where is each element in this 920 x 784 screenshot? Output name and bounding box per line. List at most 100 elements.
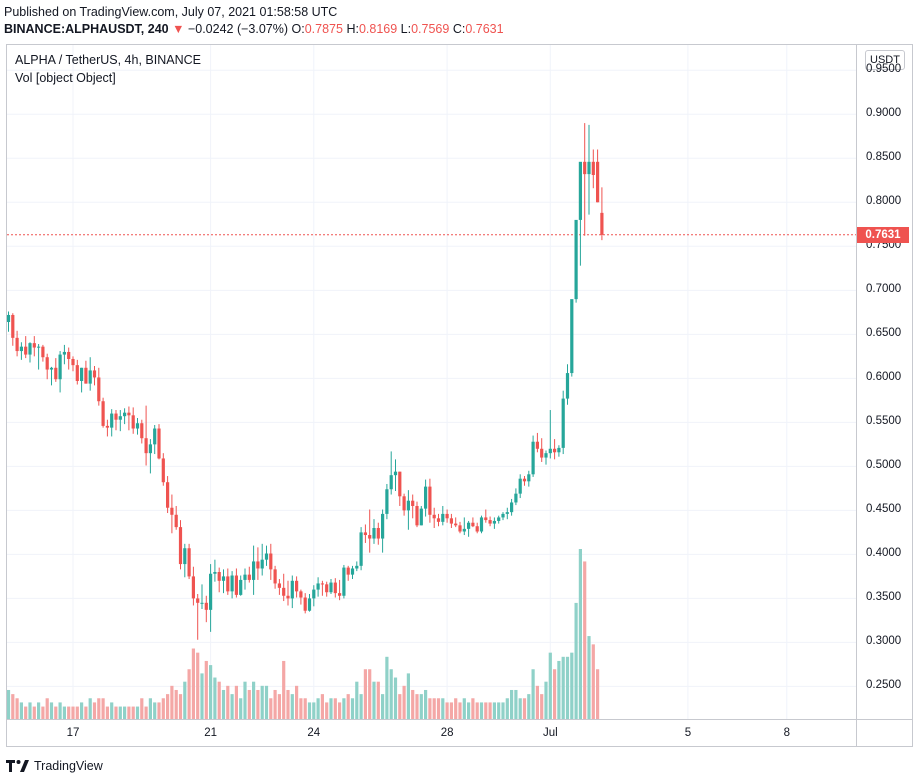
volume-bar: [80, 702, 84, 719]
volume-bar: [402, 685, 406, 719]
candle-body: [346, 567, 350, 575]
volume-bar: [144, 706, 148, 719]
candle-body: [338, 593, 342, 596]
volume-bar: [484, 702, 488, 719]
volume-bar: [342, 698, 346, 719]
volume-legend[interactable]: Vol [object Object]: [15, 71, 116, 85]
volume-bar: [191, 648, 195, 719]
volume-bar: [363, 669, 367, 719]
candle-body: [204, 602, 208, 610]
candle-body: [307, 598, 312, 611]
volume-bar: [84, 706, 88, 719]
volume-bar: [28, 702, 32, 719]
low-value: 0.7569: [411, 22, 450, 36]
candle-body: [127, 412, 131, 416]
chart-frame: [6, 44, 913, 747]
volume-bar: [157, 702, 161, 719]
candle-body: [381, 513, 385, 539]
volume-bar: [462, 698, 466, 719]
candle-body: [264, 553, 269, 560]
candle-body: [92, 370, 97, 378]
volume-bar: [424, 689, 428, 719]
volume-bar: [368, 669, 372, 719]
volume-bar: [174, 689, 178, 719]
volume-bar: [6, 689, 11, 719]
volume-bar: [178, 694, 183, 719]
candle-body: [548, 448, 552, 454]
x-tick-label: 21: [204, 727, 217, 739]
currency-button[interactable]: USDT: [865, 50, 905, 70]
candle-body: [174, 514, 178, 528]
volume-bar: [411, 689, 415, 719]
candle-body: [75, 365, 79, 381]
candle-body: [148, 444, 152, 454]
candle-body: [419, 508, 423, 526]
candle-body: [45, 357, 49, 370]
candle-body: [196, 598, 200, 603]
candle-body: [140, 423, 144, 439]
volume-bar: [286, 689, 290, 719]
candle-body: [15, 337, 19, 352]
high-value: 0.8169: [358, 22, 398, 36]
candle-body: [359, 532, 363, 566]
y-tick-label: 0.8500: [866, 151, 902, 164]
volume-bar: [114, 706, 118, 719]
volume-bar: [101, 698, 105, 719]
volume-bar: [488, 702, 492, 719]
volume-bar: [565, 656, 570, 719]
candle-body: [131, 415, 135, 429]
y-tick-label: 0.2500: [866, 679, 902, 692]
footer[interactable]: TradingView: [6, 759, 103, 773]
candle-body: [277, 583, 281, 588]
volume-bar: [518, 698, 522, 719]
volume-bar: [428, 698, 432, 719]
volume-bar: [544, 681, 548, 719]
volume-bar: [591, 644, 595, 719]
candle-body: [505, 512, 509, 514]
volume-bar: [419, 694, 423, 719]
candle-body: [41, 346, 45, 358]
candle-body: [312, 589, 316, 599]
candle-body: [389, 475, 393, 490]
volume-bar: [15, 698, 19, 719]
candle-body: [432, 514, 436, 519]
volume-bar: [127, 706, 131, 719]
volume-bar: [45, 698, 49, 719]
volume-bar: [355, 681, 359, 719]
volume-bar: [71, 706, 75, 719]
candle-body: [557, 447, 561, 453]
volume-bar: [196, 652, 200, 719]
candle-body: [58, 354, 62, 380]
volume-bar: [333, 698, 337, 719]
candle-body: [411, 500, 415, 506]
candle-body: [406, 500, 410, 511]
volume-bar: [187, 669, 191, 719]
volume-bar: [67, 706, 71, 719]
volume-bar: [497, 702, 501, 719]
candle-body: [449, 518, 453, 524]
volume-bar: [92, 702, 97, 719]
candle-body: [157, 428, 161, 459]
candle-body: [428, 486, 432, 515]
open-value: 0.7875: [304, 22, 343, 36]
volume-bar: [110, 702, 114, 719]
series-legend[interactable]: ALPHA / TetherUS, 4h, BINANCE: [15, 53, 201, 67]
candle-body: [260, 559, 264, 569]
volume-bar: [260, 685, 264, 719]
volume-bar: [372, 681, 376, 719]
volume-bar: [239, 698, 243, 719]
y-tick-label: 0.6500: [866, 327, 902, 340]
candle-body: [462, 528, 466, 532]
volume-bar: [436, 698, 441, 719]
candle-body: [221, 576, 226, 581]
y-tick-label: 0.3500: [866, 591, 902, 604]
candle-body: [299, 591, 303, 598]
volume-bar: [252, 681, 256, 719]
candle-body: [471, 522, 475, 527]
volume-bar: [406, 673, 410, 719]
candle-body: [226, 576, 230, 592]
candle-body: [342, 567, 346, 596]
candle-body: [492, 520, 496, 524]
volume-bar: [527, 694, 531, 719]
